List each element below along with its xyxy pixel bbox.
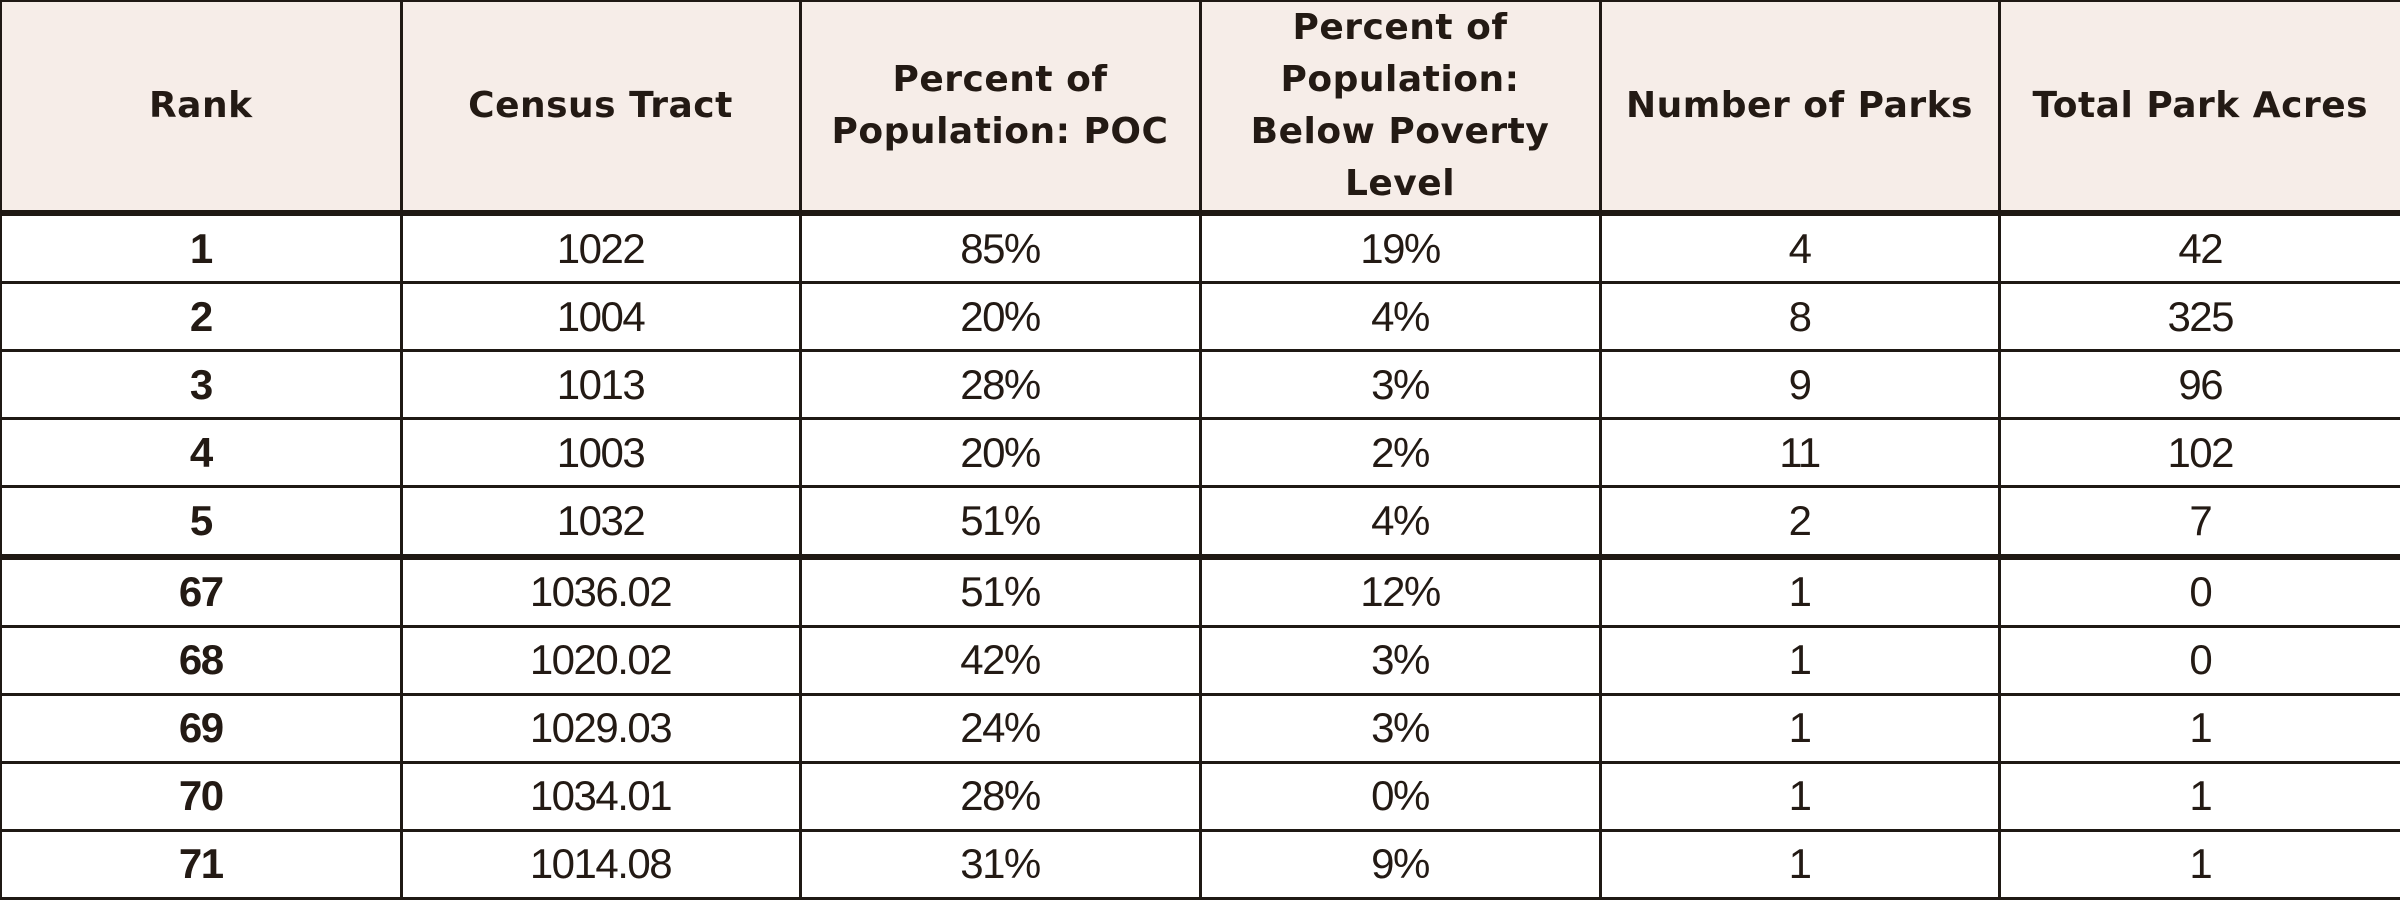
- table-row: 71 1014.08 31% 9% 1 1: [0, 828, 2400, 900]
- percent-poc-cell: 28%: [798, 349, 1202, 421]
- rank-cell: 5: [0, 485, 403, 560]
- census-tract-cell: 1022: [399, 211, 802, 285]
- total-park-acres-cell: 0: [1997, 624, 2400, 696]
- table-row: 3 1013 28% 3% 9 96: [0, 349, 2400, 421]
- census-tract-cell: 1034.01: [399, 760, 802, 832]
- percent-poverty-cell: 2%: [1198, 417, 1602, 489]
- total-park-acres-cell: 0: [1997, 555, 2400, 628]
- rank-cell: 2: [0, 281, 403, 353]
- header-percent-below-poverty: Percent of Population: Below Poverty Lev…: [1198, 0, 1602, 216]
- percent-poc-cell: 51%: [798, 555, 1202, 628]
- number-of-parks-cell: 8: [1598, 281, 2001, 353]
- table-row: 4 1003 20% 2% 11 102: [0, 417, 2400, 489]
- header-row: Rank Census Tract Percent of Population:…: [0, 0, 2400, 216]
- percent-poc-cell: 31%: [798, 828, 1202, 900]
- total-park-acres-cell: 1: [1997, 828, 2400, 900]
- percent-poc-cell: 85%: [798, 211, 1202, 285]
- percent-poverty-cell: 19%: [1198, 211, 1602, 285]
- percent-poc-cell: 28%: [798, 760, 1202, 832]
- number-of-parks-cell: 4: [1598, 211, 2001, 285]
- percent-poc-cell: 51%: [798, 485, 1202, 560]
- census-tract-cell: 1004: [399, 281, 802, 353]
- number-of-parks-cell: 11: [1598, 417, 2001, 489]
- rank-cell: 69: [0, 692, 403, 764]
- table-row: 68 1020.02 42% 3% 1 0: [0, 624, 2400, 696]
- total-park-acres-cell: 1: [1997, 692, 2400, 764]
- total-park-acres-cell: 325: [1997, 281, 2400, 353]
- percent-poverty-cell: 4%: [1198, 485, 1602, 560]
- census-tract-cell: 1003: [399, 417, 802, 489]
- rank-cell: 70: [0, 760, 403, 832]
- rank-cell: 68: [0, 624, 403, 696]
- percent-poverty-cell: 3%: [1198, 624, 1602, 696]
- header-rank: Rank: [0, 0, 403, 216]
- number-of-parks-cell: 1: [1598, 760, 2001, 832]
- total-park-acres-cell: 1: [1997, 760, 2400, 832]
- header-percent-poc: Percent of Population: POC: [798, 0, 1202, 216]
- rank-cell: 67: [0, 555, 403, 628]
- table-row: 70 1034.01 28% 0% 1 1: [0, 760, 2400, 832]
- number-of-parks-cell: 1: [1598, 555, 2001, 628]
- table-body: 1 1022 85% 19% 4 42 2 1004 20% 4% 8 325 …: [0, 211, 2400, 900]
- table-row: 2 1004 20% 4% 8 325: [0, 281, 2400, 353]
- census-tract-cell: 1020.02: [399, 624, 802, 696]
- census-tract-cell: 1036.02: [399, 555, 802, 628]
- number-of-parks-cell: 1: [1598, 692, 2001, 764]
- number-of-parks-cell: 9: [1598, 349, 2001, 421]
- percent-poverty-cell: 3%: [1198, 349, 1602, 421]
- number-of-parks-cell: 2: [1598, 485, 2001, 560]
- header-census-tract: Census Tract: [399, 0, 802, 216]
- rank-cell: 3: [0, 349, 403, 421]
- table-row: 67 1036.02 51% 12% 1 0: [0, 555, 2400, 628]
- percent-poc-cell: 42%: [798, 624, 1202, 696]
- table-row: 1 1022 85% 19% 4 42: [0, 211, 2400, 285]
- total-park-acres-cell: 42: [1997, 211, 2400, 285]
- percent-poverty-cell: 4%: [1198, 281, 1602, 353]
- percent-poc-cell: 20%: [798, 417, 1202, 489]
- percent-poverty-cell: 9%: [1198, 828, 1602, 900]
- census-tract-cell: 1029.03: [399, 692, 802, 764]
- number-of-parks-cell: 1: [1598, 624, 2001, 696]
- table-header: Rank Census Tract Percent of Population:…: [0, 0, 2400, 216]
- census-tract-cell: 1013: [399, 349, 802, 421]
- census-tract-cell: 1032: [399, 485, 802, 560]
- rank-cell: 71: [0, 828, 403, 900]
- percent-poverty-cell: 0%: [1198, 760, 1602, 832]
- percent-poverty-cell: 3%: [1198, 692, 1602, 764]
- rank-cell: 4: [0, 417, 403, 489]
- number-of-parks-cell: 1: [1598, 828, 2001, 900]
- percent-poverty-cell: 12%: [1198, 555, 1602, 628]
- total-park-acres-cell: 96: [1997, 349, 2400, 421]
- percent-poc-cell: 24%: [798, 692, 1202, 764]
- table-row: 5 1032 51% 4% 2 7: [0, 485, 2400, 560]
- header-total-park-acres: Total Park Acres: [1997, 0, 2400, 216]
- census-tract-cell: 1014.08: [399, 828, 802, 900]
- total-park-acres-cell: 102: [1997, 417, 2400, 489]
- rank-cell: 1: [0, 211, 403, 285]
- percent-poc-cell: 20%: [798, 281, 1202, 353]
- header-number-of-parks: Number of Parks: [1598, 0, 2001, 216]
- table-row: 69 1029.03 24% 3% 1 1: [0, 692, 2400, 764]
- total-park-acres-cell: 7: [1997, 485, 2400, 560]
